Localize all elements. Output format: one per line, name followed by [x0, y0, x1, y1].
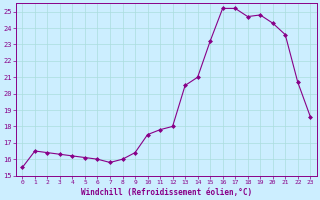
X-axis label: Windchill (Refroidissement éolien,°C): Windchill (Refroidissement éolien,°C) [81, 188, 252, 197]
